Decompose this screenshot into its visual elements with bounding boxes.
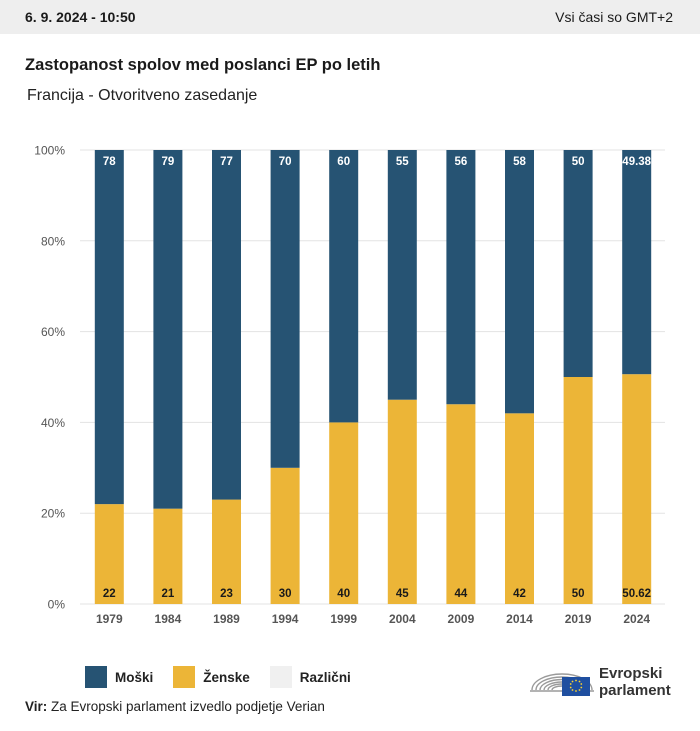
legend: Moški Ženske Različni: [85, 666, 371, 688]
data-label-male: 55: [396, 156, 409, 168]
bar-male: [212, 150, 241, 500]
data-label-male: 50: [572, 156, 585, 168]
data-label-female: 44: [455, 588, 468, 600]
bar-female: [329, 422, 359, 604]
data-label-male: 79: [162, 156, 175, 168]
eu-flag-icon: [562, 677, 590, 696]
bar-female: [153, 508, 183, 604]
bar-female: [212, 499, 241, 604]
legend-item-other: Različni: [269, 666, 351, 688]
logo-line2: parlament: [599, 682, 671, 699]
legend-swatch-male: [85, 666, 107, 688]
y-tick-label: 100%: [34, 144, 65, 158]
data-label-female: 50.62: [622, 588, 651, 600]
source-text: Za Evropski parlament izvedlo podjetje V…: [51, 699, 325, 714]
y-tick-label: 60%: [41, 325, 65, 339]
data-label-female: 45: [396, 588, 409, 600]
bar-male: [387, 150, 417, 400]
bar-male: [563, 150, 593, 377]
chart-subtitle: Francija - Otvoritveno zasedanje: [27, 87, 258, 104]
data-label-male: 56: [455, 156, 468, 168]
data-label-male: 77: [220, 156, 233, 168]
bar-male: [153, 150, 183, 509]
legend-swatch-other: [269, 666, 292, 688]
bar-male: [270, 150, 300, 468]
x-tick-label: 2004: [389, 612, 416, 626]
legend-label-other: Različni: [299, 669, 351, 685]
data-label-male: 49.38: [622, 156, 651, 168]
data-label-female: 23: [220, 588, 233, 600]
y-tick-label: 20%: [41, 507, 65, 521]
x-tick-label: 2009: [448, 612, 475, 626]
datetime: 6. 9. 2024 - 10:50: [25, 9, 136, 25]
legend-label-female: Ženske: [203, 669, 250, 685]
data-label-male: 78: [103, 156, 116, 168]
data-label-female: 21: [162, 588, 175, 600]
bar-male: [329, 150, 359, 423]
legend-item-female: Ženske: [173, 666, 250, 688]
y-tick-label: 0%: [48, 598, 66, 612]
legend-swatch-female: [173, 666, 196, 688]
bar-female: [387, 399, 417, 604]
top-bar: 6. 9. 2024 - 10:50 Vsi časi so GMT+2: [0, 0, 700, 34]
x-tick-label: 1984: [155, 612, 182, 626]
source-note: Vir: Za Evropski parlament izvedlo podje…: [25, 699, 325, 714]
stacked-bar-chart: 0% 20% 40% 60% 80% 100% 78 22 1979 79 21 1984 77 23 19…: [34, 144, 665, 626]
bar-female: [270, 467, 300, 604]
data-label-male: 60: [337, 156, 350, 168]
bar-female: [505, 413, 534, 604]
data-label-female: 30: [279, 588, 292, 600]
legend-label-male: Moški: [115, 669, 154, 685]
logo-line1: Evropski: [599, 665, 662, 682]
chart-title: Zastopanost spolov med poslanci EP po le…: [25, 56, 381, 74]
data-label-female: 22: [103, 588, 116, 600]
ep-logo: Evropski parlament: [530, 665, 671, 699]
x-tick-label: 1999: [330, 612, 357, 626]
bar-female: [622, 374, 652, 604]
bar-male: [622, 150, 652, 375]
y-tick-label: 80%: [41, 234, 65, 248]
x-tick-label: 2014: [506, 612, 533, 626]
bar-male: [94, 150, 124, 505]
x-tick-label: 1989: [213, 612, 240, 626]
data-label-female: 42: [513, 588, 526, 600]
bar-female: [446, 404, 476, 604]
bar-female: [563, 377, 593, 604]
legend-item-male: Moški: [85, 666, 153, 688]
x-tick-label: 1994: [272, 612, 299, 626]
data-label-female: 40: [337, 588, 350, 600]
data-label-female: 50: [572, 588, 585, 600]
x-tick-label: 2019: [565, 612, 592, 626]
x-tick-label: 2024: [623, 612, 650, 626]
data-label-male: 58: [513, 156, 526, 168]
y-tick-label: 40%: [41, 416, 65, 430]
timezone-note: Vsi časi so GMT+2: [555, 9, 673, 25]
bar-male: [446, 150, 476, 405]
x-tick-label: 1979: [96, 612, 123, 626]
data-label-male: 70: [279, 156, 292, 168]
bar-female: [94, 504, 124, 604]
source-label: Vir:: [25, 699, 48, 714]
bar-male: [505, 150, 534, 414]
